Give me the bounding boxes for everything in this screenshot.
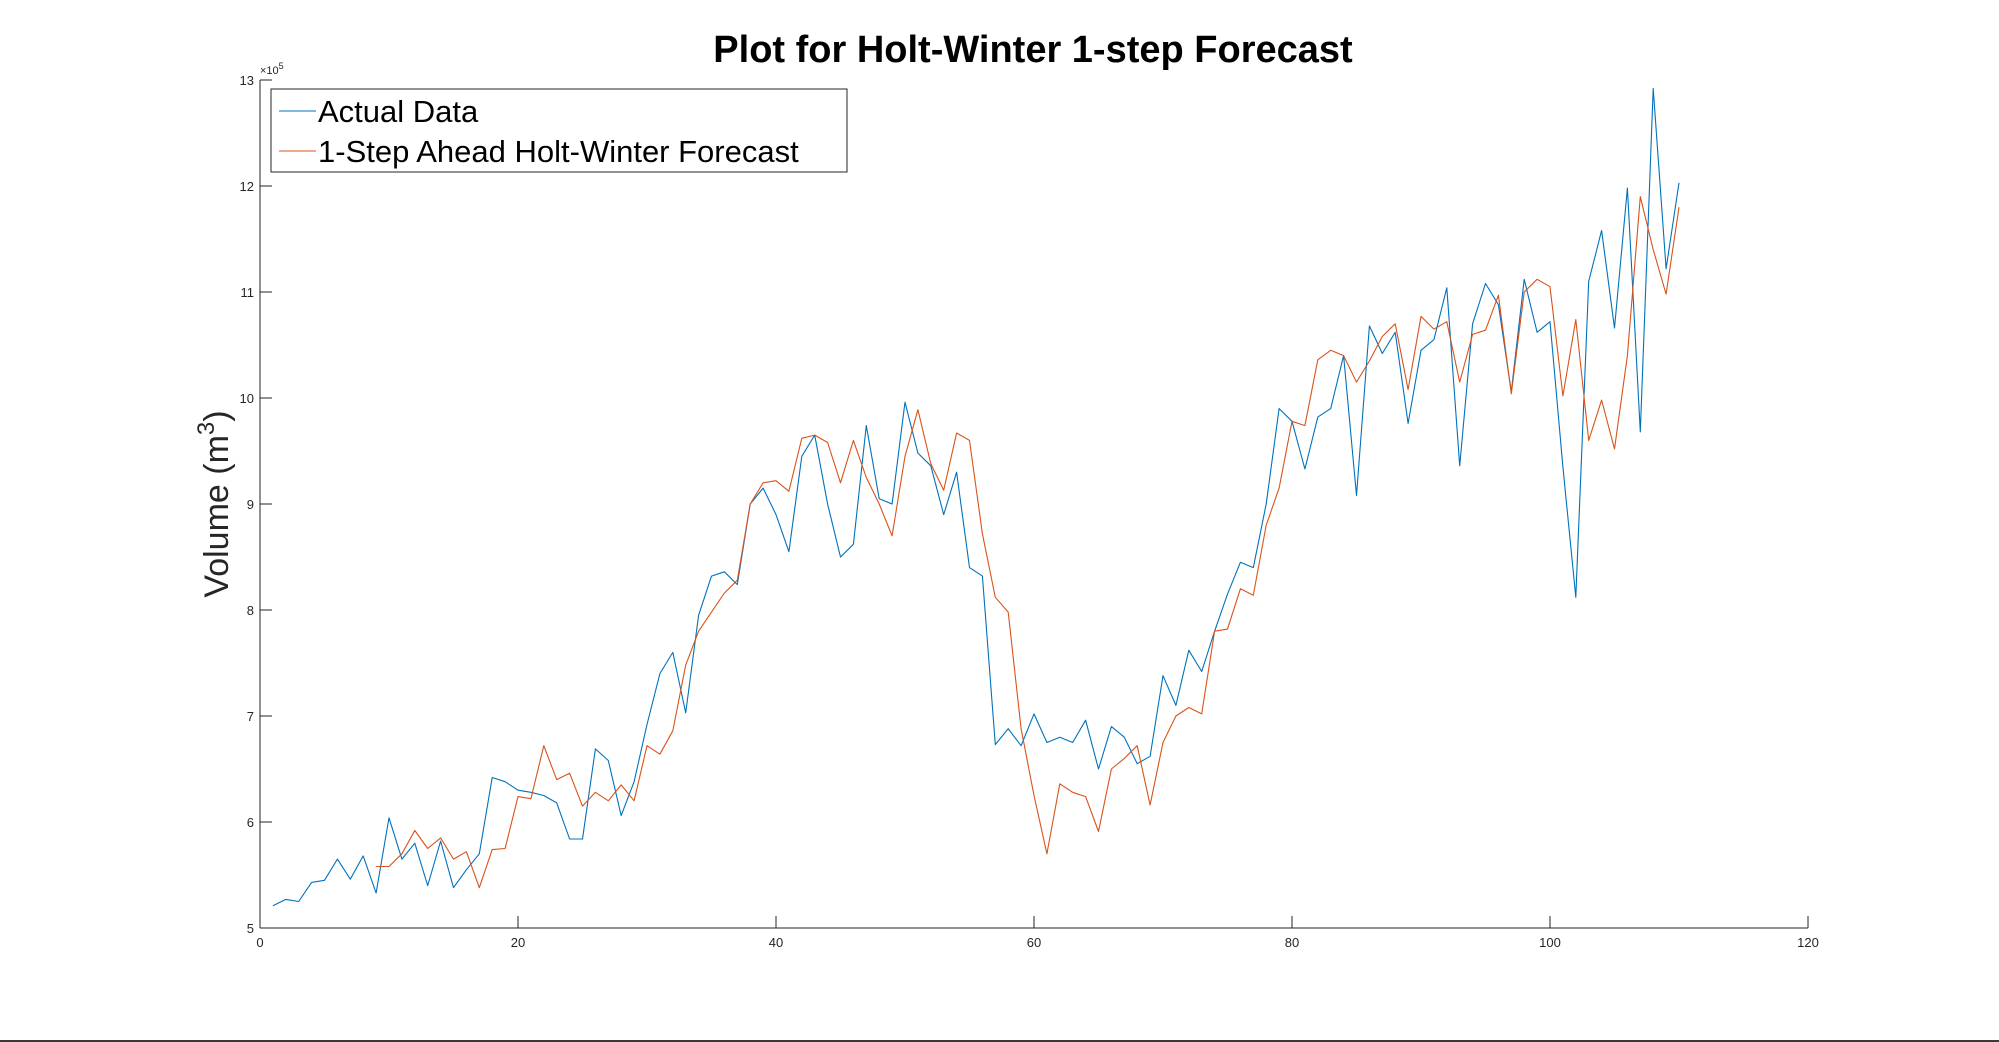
y-axis-label-text: Volume (m (198, 435, 236, 598)
y-tick-label: 8 (247, 603, 254, 618)
y-axis-ticks: 5 6 7 8 9 10 11 12 13 (240, 73, 272, 936)
legend-label-actual: Actual Data (318, 94, 479, 129)
x-tick-label: 0 (256, 935, 263, 950)
series-layer (272, 87, 1680, 907)
y-tick-label: 13 (240, 73, 254, 88)
y-tick-label: 9 (247, 497, 254, 512)
x-tick-label: 60 (1027, 935, 1041, 950)
plot-area (260, 80, 1808, 928)
x-tick-label: 20 (511, 935, 525, 950)
y-tick-label: 6 (247, 815, 254, 830)
x-tick-label: 80 (1285, 935, 1299, 950)
legend-box (270, 88, 848, 173)
y-tick-label: 7 (247, 709, 254, 724)
y-axis-label: Volume (m3) (193, 410, 236, 597)
y-tick-label: 5 (247, 921, 254, 936)
chart-title: Plot for Holt-Winter 1-step Forecast (713, 29, 1353, 71)
x-axis-ticks: 0 20 40 60 80 100 120 (256, 916, 1819, 950)
legend: Actual Data 1-Step Ahead Holt-Winter For… (270, 88, 848, 173)
y-exponent-label: ×105 (260, 61, 284, 77)
y-axis-label-close: ) (198, 410, 236, 421)
y-exponent-power: 5 (279, 61, 284, 71)
y-axis-label-superscript: 3 (193, 422, 220, 435)
legend-label-forecast: 1-Step Ahead Holt-Winter Forecast (318, 134, 799, 169)
series-line-actual (272, 87, 1680, 907)
y-exponent-base: ×10 (260, 65, 279, 77)
x-tick-label: 120 (1797, 935, 1819, 950)
y-tick-label: 11 (241, 285, 255, 300)
y-tick-label: 10 (240, 391, 254, 406)
x-tick-label: 100 (1539, 935, 1561, 950)
x-tick-label: 40 (769, 935, 783, 950)
y-tick-label: 12 (240, 179, 254, 194)
series-line-forecast (376, 196, 1680, 889)
bottom-divider (0, 1040, 1999, 1042)
